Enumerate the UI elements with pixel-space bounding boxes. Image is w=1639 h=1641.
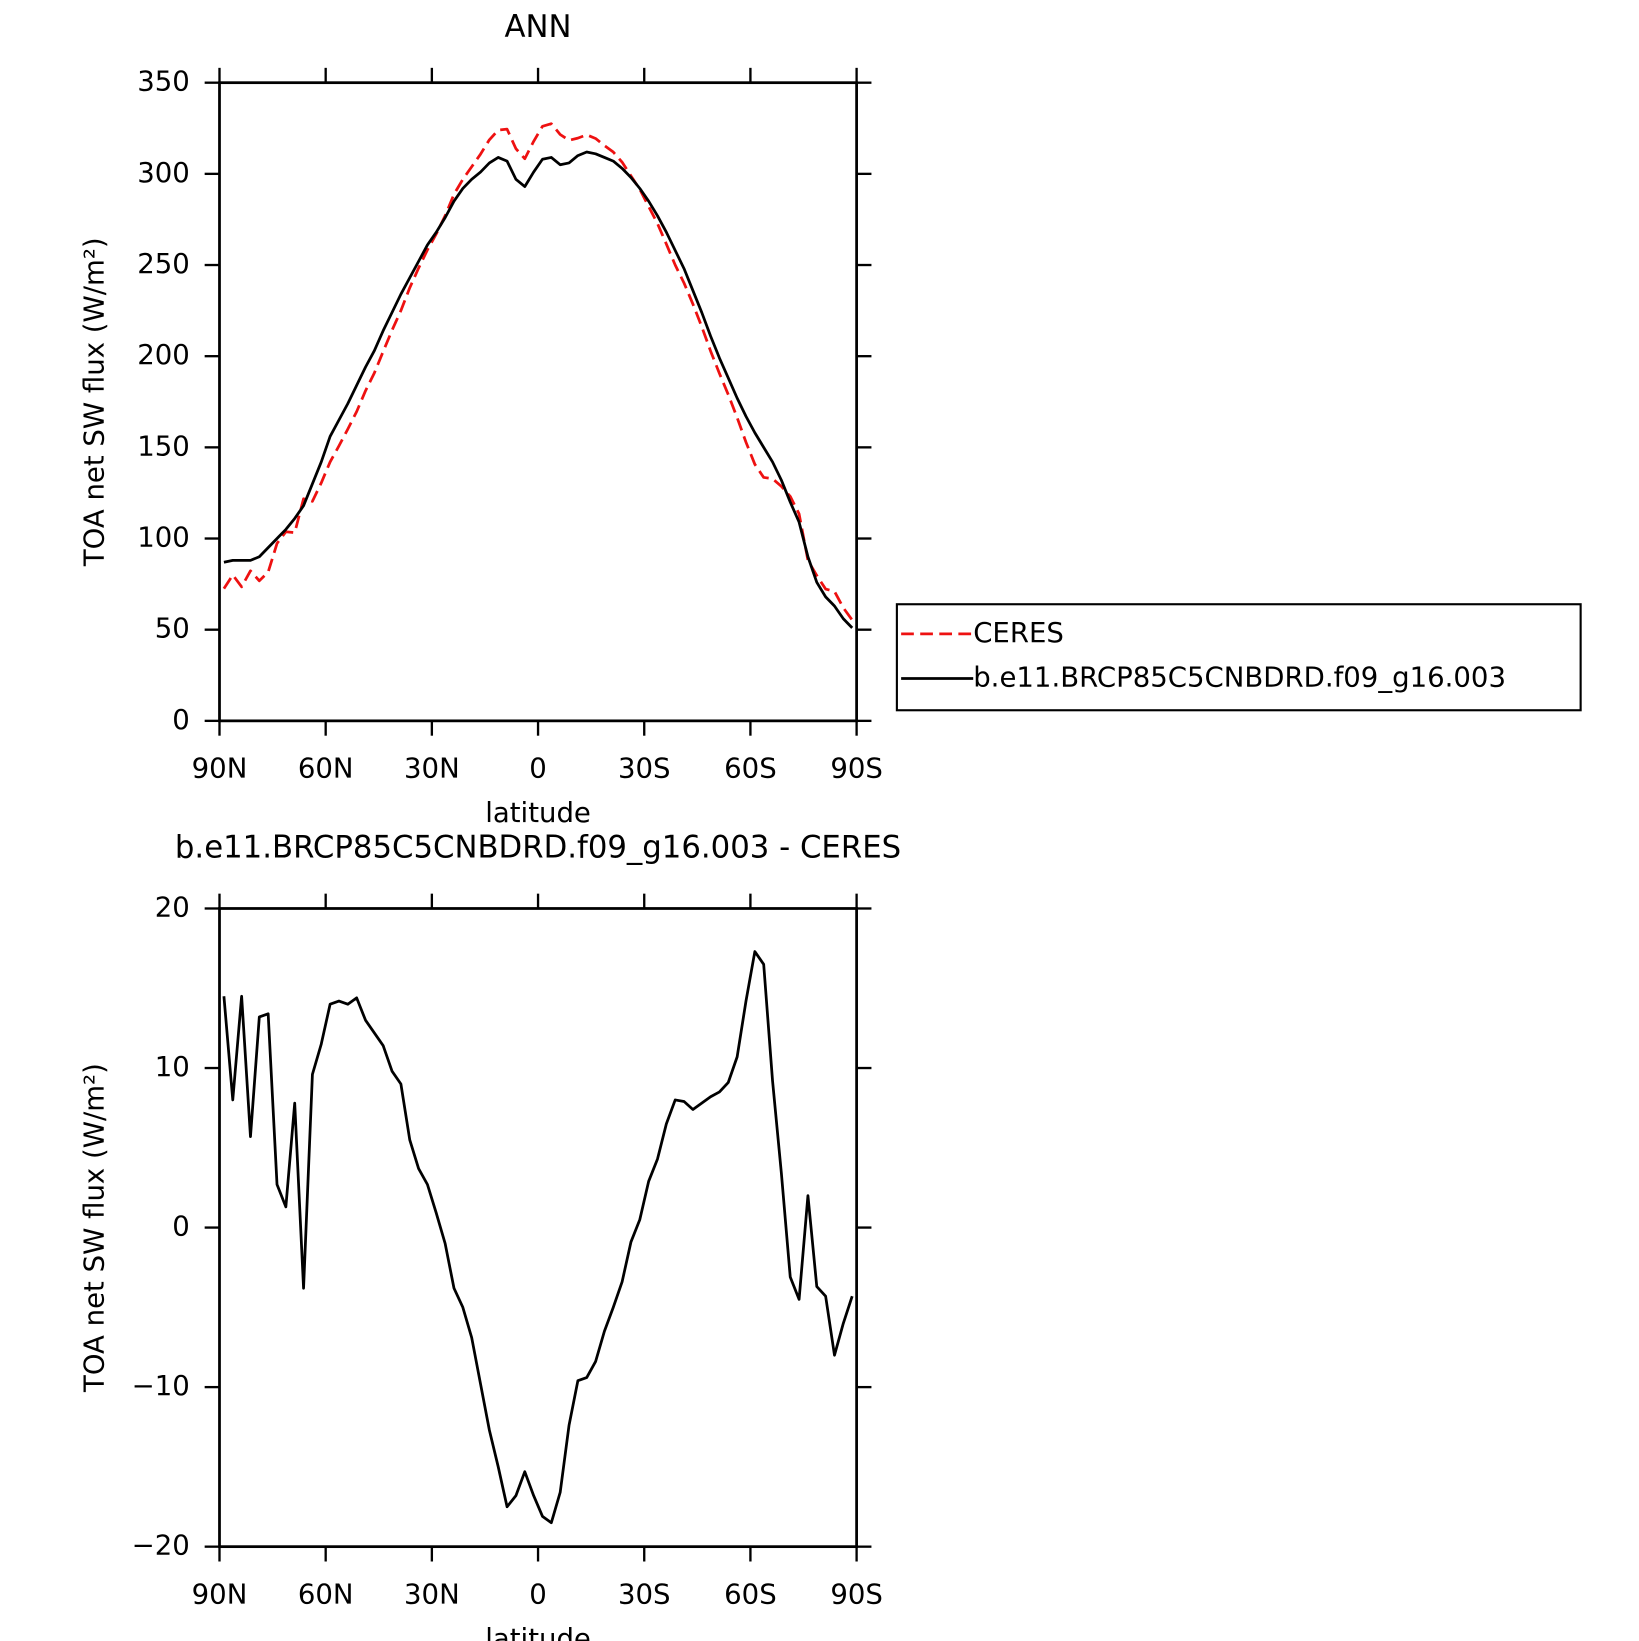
x-tick-label: 60S	[724, 1578, 777, 1610]
x-tick-label: 30N	[404, 1578, 460, 1610]
plot-frame	[218, 907, 858, 1549]
y-tick-label: 10	[155, 1051, 190, 1083]
x-tick-label: 30S	[618, 1578, 671, 1610]
x-tick-label: 30N	[404, 753, 460, 785]
x-tick-label: 0	[529, 1578, 547, 1610]
chart-title: ANN	[505, 9, 572, 45]
x-axis-label: latitude	[485, 1623, 591, 1641]
x-tick-label: 90N	[192, 753, 248, 785]
data-line	[222, 950, 854, 1525]
x-tick-label: 60S	[724, 753, 777, 785]
data-line	[223, 150, 854, 629]
x-tick-label: 90S	[830, 753, 883, 785]
y-tick-label: 300	[137, 157, 190, 189]
y-tick-label: 0	[172, 704, 190, 736]
y-tick-label: 350	[137, 66, 190, 98]
legend-label: CERES	[973, 617, 1064, 649]
x-tick-label: 60N	[298, 1578, 354, 1610]
x-tick-label: 90N	[192, 1578, 248, 1610]
y-tick-label: 0	[172, 1211, 190, 1243]
y-tick-label: 100	[137, 522, 190, 554]
y-tick-label: −10	[132, 1370, 190, 1402]
x-tick-label: 90S	[830, 1578, 883, 1610]
legend-box	[895, 603, 1582, 712]
x-axis-label: latitude	[485, 797, 591, 829]
y-tick-label: 200	[137, 339, 190, 371]
y-axis-label: TOA net SW flux (W/m²)	[78, 237, 110, 567]
legend-label: b.e11.BRCP85C5CNBDRD.f09_g16.003	[973, 661, 1506, 693]
y-tick-label: 50	[155, 613, 190, 645]
y-tick-label: 150	[137, 430, 190, 462]
y-tick-label: −20	[132, 1530, 190, 1562]
x-tick-label: 30S	[618, 753, 671, 785]
chart-title: b.e11.BRCP85C5CNBDRD.f09_g16.003 - CERES	[175, 830, 901, 866]
plot-frame	[218, 81, 858, 723]
x-tick-label: 0	[529, 753, 547, 785]
data-line	[222, 122, 854, 621]
y-tick-label: 20	[155, 891, 190, 923]
y-tick-label: 250	[137, 248, 190, 280]
x-tick-label: 60N	[298, 753, 354, 785]
y-axis-label: TOA net SW flux (W/m²)	[78, 1063, 110, 1393]
